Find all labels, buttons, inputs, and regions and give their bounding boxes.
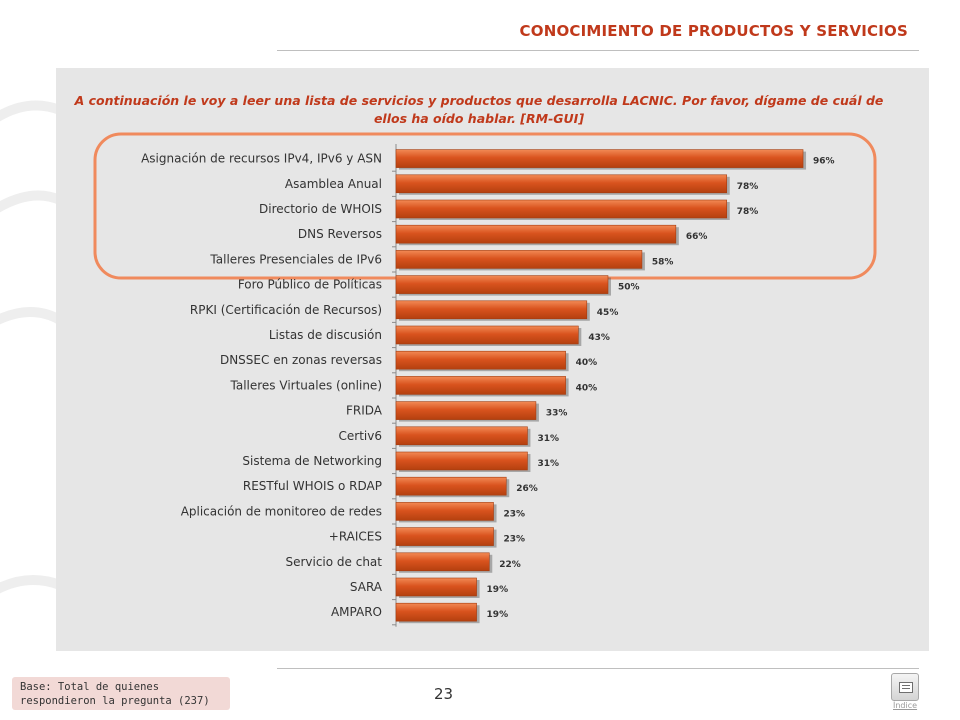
base-note: Base: Total de quienes respondieron la p…	[20, 681, 210, 707]
bar	[395, 552, 490, 572]
bar	[395, 451, 528, 471]
category-label: DNSSEC en zonas reversas	[220, 353, 382, 367]
bar	[395, 376, 566, 395]
data-label: 78%	[737, 207, 759, 217]
data-label: 19%	[487, 610, 509, 620]
question-text: A continuación le voy a leer una lista d…	[74, 93, 884, 126]
page-title: CONOCIMIENTO DE PRODUCTOS Y SERVICIOS	[519, 22, 908, 40]
header-divider	[277, 50, 919, 51]
category-label: FRIDA	[346, 404, 383, 418]
category-label: +RAICES	[329, 530, 382, 544]
category-label: Directorio de WHOIS	[259, 202, 382, 216]
category-label: Certiv6	[339, 429, 382, 443]
category-label: Foro Público de Políticas	[238, 278, 382, 292]
data-label: 23%	[504, 509, 526, 519]
category-label: Talleres Presenciales de IPv6	[209, 252, 382, 266]
bar	[395, 602, 477, 622]
data-label: 40%	[576, 383, 598, 393]
category-label: AMPARO	[331, 605, 382, 619]
data-label: 50%	[618, 283, 640, 293]
data-label: 33%	[546, 409, 568, 419]
data-label: 23%	[504, 535, 526, 545]
bar	[395, 577, 477, 597]
bar	[395, 401, 537, 420]
index-icon-glyph	[899, 682, 913, 693]
category-label: Talleres Virtuales (online)	[230, 378, 383, 392]
data-label: 45%	[597, 308, 619, 318]
category-label: DNS Reversos	[298, 227, 382, 241]
data-label: 22%	[499, 560, 521, 570]
bar	[395, 300, 588, 320]
footer-divider	[277, 668, 919, 669]
data-label: 40%	[576, 358, 598, 368]
page-number: 23	[434, 685, 454, 703]
data-label: 58%	[652, 257, 674, 267]
data-label: 43%	[588, 333, 610, 343]
bar	[395, 527, 494, 546]
category-label: Servicio de chat	[285, 555, 382, 569]
category-label: Asamblea Anual	[285, 177, 382, 191]
category-label: Sistema de Networking	[242, 454, 382, 468]
bar	[395, 476, 507, 496]
data-label: 66%	[686, 232, 708, 242]
bar	[395, 149, 804, 168]
data-label: 31%	[537, 459, 559, 469]
base-note-box: Base: Total de quienes respondieron la p…	[12, 677, 230, 710]
data-label: 96%	[813, 157, 835, 167]
category-label: RPKI (Certificación de Recursos)	[190, 303, 382, 317]
category-label: RESTful WHOIS o RDAP	[243, 479, 382, 493]
bar	[395, 174, 728, 194]
bar	[395, 350, 566, 370]
category-label: Asignación de recursos IPv4, IPv6 y ASN	[141, 152, 382, 166]
bar	[395, 502, 494, 521]
category-label: SARA	[350, 580, 383, 594]
bar	[395, 426, 528, 446]
data-label: 26%	[516, 484, 538, 494]
bar	[395, 199, 728, 219]
data-label: 31%	[537, 434, 559, 444]
bar	[395, 224, 677, 244]
data-label: 19%	[487, 585, 509, 595]
bar	[395, 325, 579, 345]
bar	[395, 250, 643, 269]
index-link[interactable]: Índice	[893, 701, 918, 710]
index-icon[interactable]	[891, 673, 919, 701]
bar	[395, 275, 609, 294]
category-label: Aplicación de monitoreo de redes	[181, 504, 382, 518]
data-label: 78%	[737, 182, 759, 192]
category-label: Listas de discusión	[269, 328, 382, 342]
